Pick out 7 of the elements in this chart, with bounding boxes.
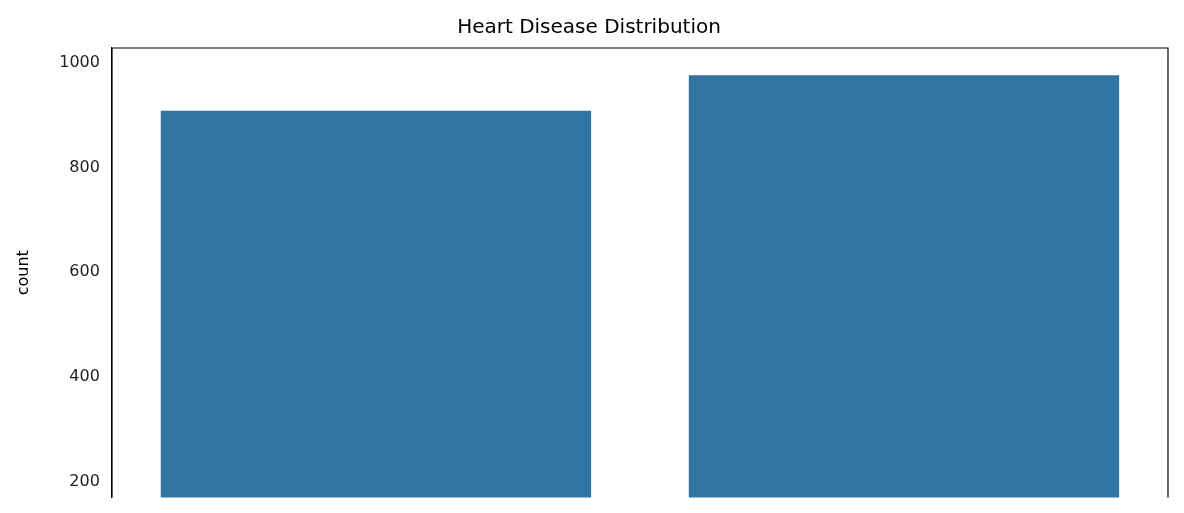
y-axis-title: count [12,250,32,296]
chart-title: Heart Disease Distribution [457,14,721,39]
y-tick-label: 1000 [59,51,100,71]
y-tick-label: 800 [69,156,100,176]
y-tick-label: 200 [69,470,100,490]
y-tick-label: 400 [69,366,100,386]
y-tick-label: 600 [69,261,100,281]
